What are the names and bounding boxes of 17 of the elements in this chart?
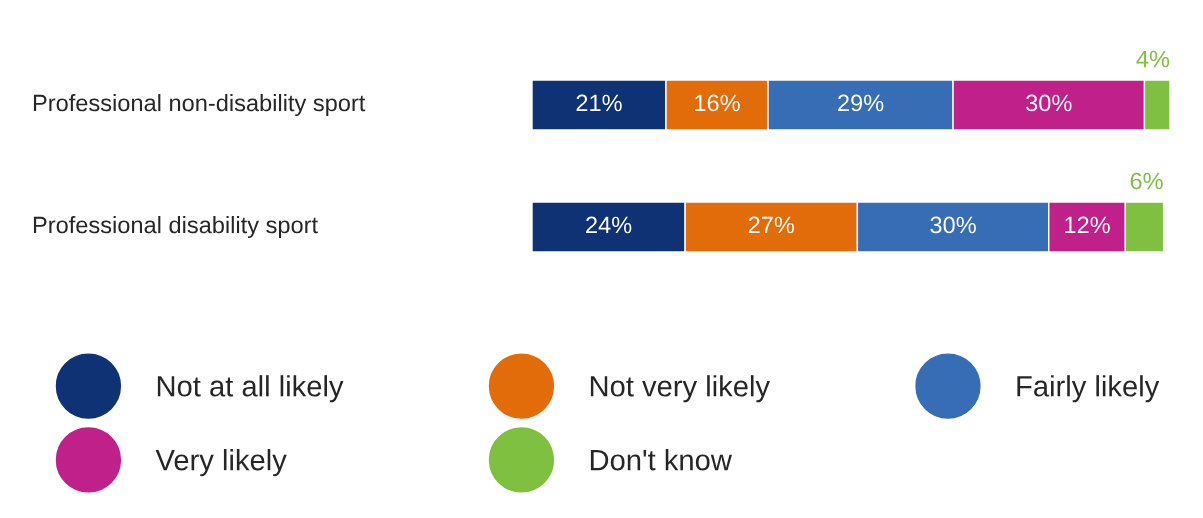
legend-label: Not at all likely (157, 375, 344, 403)
data-label: 24% (586, 216, 632, 234)
legend-label: Not very likely (590, 375, 770, 403)
y-tick-label: Professional disability sport (33, 216, 318, 238)
legend-label: Don't know (590, 449, 732, 471)
data-label: 6% (1130, 172, 1163, 190)
data-label: 30% (1026, 94, 1072, 112)
data-label: 12% (1065, 216, 1110, 234)
legend-label: Very likely (155, 449, 287, 477)
data-label: 27% (748, 216, 795, 234)
data-label: 21% (576, 94, 622, 112)
data-label: 30% (930, 216, 976, 234)
data-label: 16% (695, 94, 740, 112)
data-label: 29% (838, 94, 884, 112)
data-label: 4% (1136, 50, 1170, 68)
legend-label: Fairly likely (1017, 375, 1160, 403)
y-tick-label: Professional non-disability sport (33, 94, 366, 116)
